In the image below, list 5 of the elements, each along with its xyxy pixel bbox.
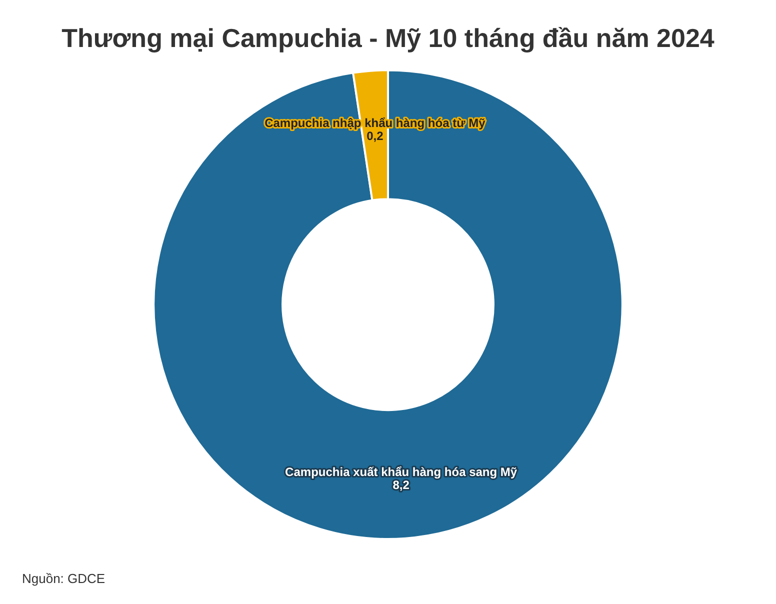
chart-title: Thương mại Campuchia - Mỹ 10 tháng đầu năm 2024: [62, 22, 715, 53]
data-label: 0,2: [366, 128, 384, 143]
data-label: 8,2: [392, 478, 410, 492]
slice-label: Campuchia xuất khẩu hàng hóa sang Mỹ: [285, 464, 518, 479]
text: Nguồn: GDCE: [22, 571, 106, 586]
